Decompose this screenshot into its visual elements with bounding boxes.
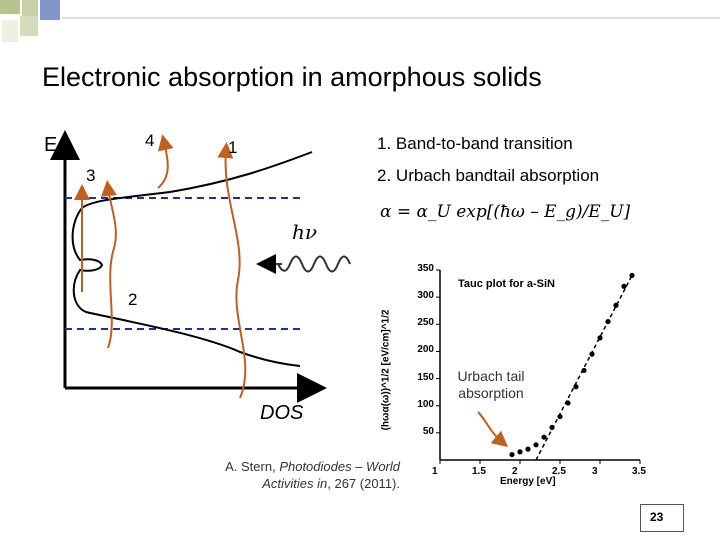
tauc-data-point: [525, 446, 531, 452]
tauc-y-tick-label: 300: [417, 290, 434, 302]
transition-label-2: 2: [128, 290, 138, 309]
citation: A. Stern, Photodiodes – World Activities…: [200, 458, 400, 492]
bullet-text: Band-to-band transition: [395, 134, 573, 153]
photon-wave: [277, 255, 351, 273]
tauc-x-tick-label: 3.5: [632, 466, 646, 477]
tauc-data-point: [621, 283, 627, 289]
tauc-data-point: [581, 367, 587, 374]
bullet-item-2: 2. Urbach bandtail absorption: [377, 166, 599, 186]
transition-arrow-4: [157, 134, 174, 189]
transition-label-1: 1: [228, 138, 238, 157]
bullet-number: 1.: [377, 134, 392, 153]
tauc-data-point: [613, 302, 619, 308]
tauc-data-point: [541, 434, 547, 440]
tauc-data-point: [509, 451, 515, 458]
energy-axis-label: E: [44, 134, 58, 156]
citation-suffix: , 267 (2011).: [327, 476, 400, 491]
tauc-y-tick-label: 350: [417, 263, 434, 274]
dos-curve: [71, 151, 313, 367]
tauc-fit-line: [535, 275, 633, 461]
tauc-y-axis-label: (hωα(ω))^1/2 [eV/cm]^1/2: [380, 309, 392, 431]
tauc-x-tick-label: 2.5: [552, 466, 566, 477]
transition-label-3: 3: [86, 166, 96, 185]
tauc-y-tick-label: 250: [417, 317, 434, 329]
photon-label: hν: [292, 220, 318, 244]
tauc-y-tick-label: 100: [417, 398, 434, 410]
bullet-number: 2.: [377, 166, 392, 185]
citation-prefix: A. Stern,: [225, 459, 280, 474]
tauc-data-point: [573, 384, 579, 390]
urbach-tail-arrow: [477, 411, 509, 448]
tauc-x-tick-label: 2: [512, 466, 518, 477]
tauc-data-point: [565, 400, 571, 406]
tauc-y-tick-label: 150: [417, 371, 434, 383]
urbach-tail-annotation: Urbach tail absorption: [457, 368, 525, 401]
tauc-x-tick-label: 1.5: [472, 466, 486, 477]
transition-arrow-2: [100, 180, 117, 349]
tauc-x-tick-label: 1: [432, 466, 438, 477]
tauc-data-point: [597, 335, 603, 341]
page-number: 23: [650, 510, 664, 524]
tauc-y-tick-label: 200: [417, 344, 434, 356]
tauc-data-point: [533, 442, 539, 448]
bullet-item-1: 1. Band-to-band transition: [377, 134, 573, 154]
tauc-data-point: [557, 413, 563, 420]
tauc-x-axis-label: Energy [eV]: [500, 476, 556, 487]
bullet-text: Urbach bandtail absorption: [395, 166, 600, 185]
page-number-box: [640, 504, 684, 532]
citation-title: Photodiodes – World Activities in: [262, 459, 400, 491]
slide-title: Electronic absorption in amorphous solid…: [42, 62, 542, 92]
tauc-chart-title: Tauc plot for a-SiN: [458, 278, 555, 290]
tauc-data-point: [605, 318, 611, 325]
transition-arrow-1: [217, 142, 247, 399]
transition-label-4: 4: [145, 131, 155, 150]
tauc-y-tick-label: 50: [422, 425, 434, 437]
tauc-data-point: [629, 272, 635, 279]
tauc-data-point: [589, 351, 595, 357]
dos-diagram: [50, 130, 351, 403]
header-decoration: [0, 0, 720, 42]
tauc-data-point: [517, 449, 523, 455]
urbach-formula: α = α_U exp[(ħω – E_g)/E_U]: [380, 202, 631, 222]
tauc-data-point: [549, 424, 555, 431]
tauc-x-tick-label: 3: [592, 466, 598, 477]
dos-axis-label: DOS: [260, 402, 304, 424]
